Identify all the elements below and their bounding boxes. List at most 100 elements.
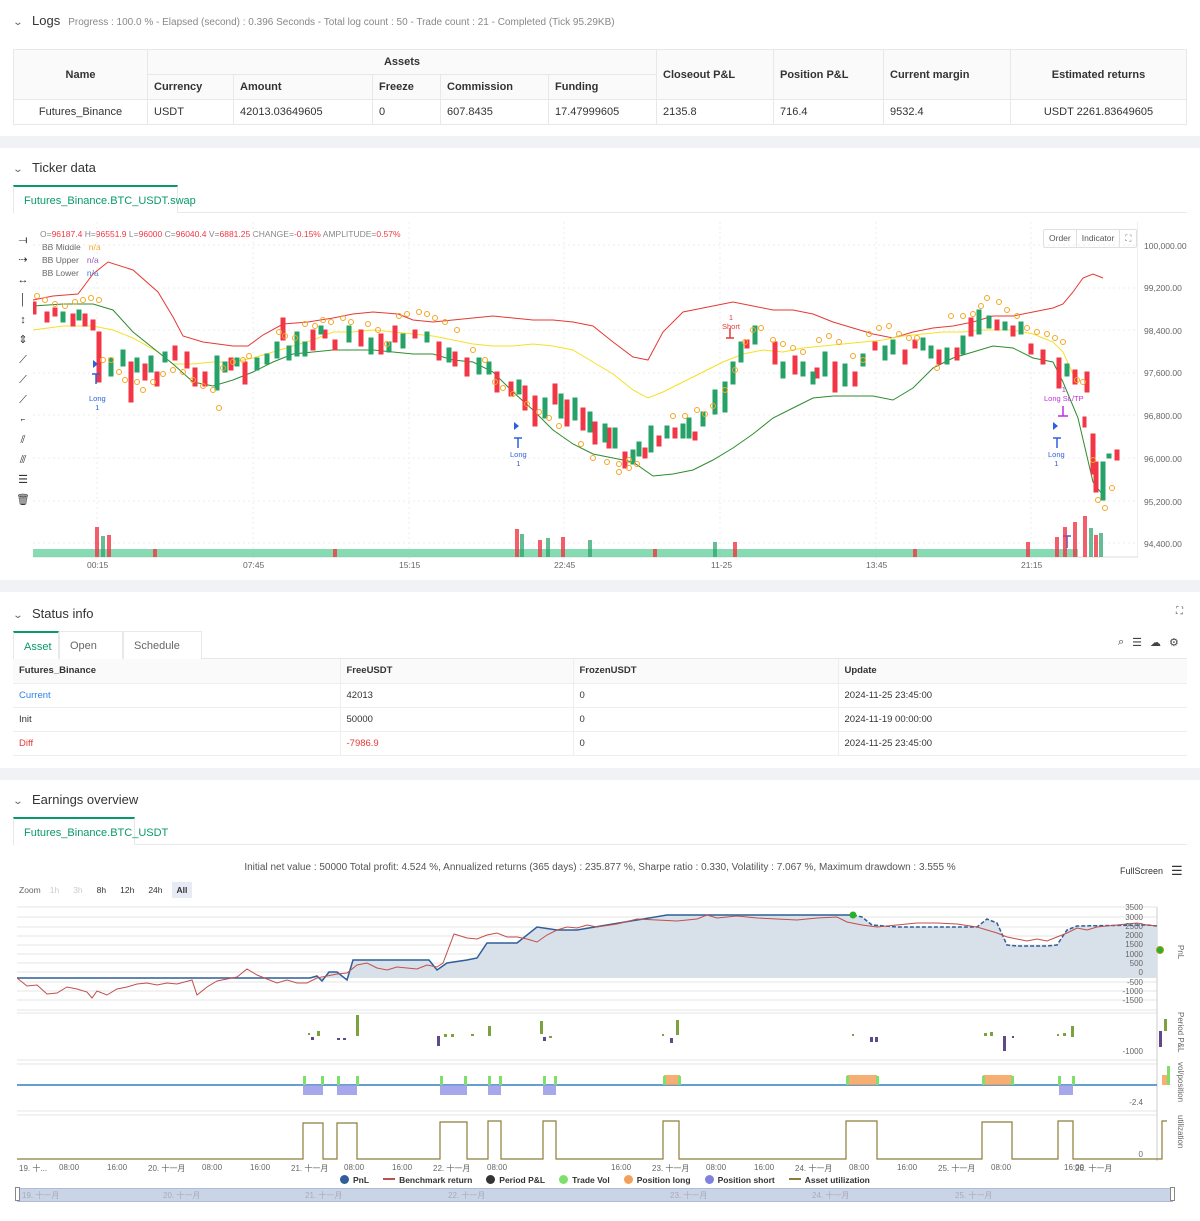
navigator-right-handle[interactable] — [1170, 1187, 1175, 1201]
col-assets: Assets — [147, 49, 657, 75]
settings-icon[interactable]: ⚙ — [1169, 637, 1179, 649]
cell-closeout-pnl: 2135.8 — [656, 99, 774, 125]
legend-asset-utilization[interactable]: Asset utilization — [788, 1175, 870, 1185]
chevron-down-icon[interactable]: ⌄ — [12, 17, 24, 28]
trend-line-icon[interactable]: ⟋ — [19, 354, 27, 366]
navigator-left-handle[interactable] — [15, 1187, 20, 1201]
expand-icon[interactable]: ⛶ — [1176, 606, 1183, 617]
zoom-24h[interactable]: 24h — [148, 885, 163, 895]
legend-position-short[interactable]: Position short — [704, 1175, 775, 1185]
ray-line-icon[interactable]: ⟋ — [19, 374, 27, 386]
earnings-header[interactable]: ⌄ Earnings overview — [12, 792, 139, 807]
horizontal-line-icon[interactable]: ⟞ — [18, 234, 28, 246]
horizontal-ray-icon[interactable]: ⇢ — [18, 254, 28, 266]
pnl-tick: -1500 — [1122, 996, 1143, 1005]
x-tick: 08:00 — [706, 1163, 727, 1172]
status-table: Futures_Binance FreeUSDT FrozenUSDT Upda… — [13, 659, 1187, 756]
col-commission: Commission — [440, 74, 549, 100]
ticker-header[interactable]: ⌄ Ticker data — [12, 160, 96, 175]
navigator-label: 19. 十一月 — [22, 1191, 60, 1200]
row-label-current[interactable]: Current — [13, 683, 341, 708]
horizontal-segment-icon[interactable]: ↔ — [17, 274, 29, 286]
x-tick: 25. 十一月 — [938, 1164, 976, 1173]
cell-update: 2024-11-25 23:45:00 — [838, 683, 1187, 708]
chevron-down-icon[interactable]: ⌄ — [12, 610, 24, 621]
legend-bb-upper[interactable]: BB Upper n/a — [42, 255, 99, 265]
price-line-icon[interactable]: ⌐ — [20, 415, 26, 424]
x-tick: 13:45 — [866, 560, 888, 570]
tab-btc-usdt[interactable]: Futures_Binance.BTC_USDT — [13, 817, 168, 845]
search-icon[interactable]: ⌕ — [1118, 636, 1125, 648]
status-tabs: Asset Open orders Schedule orders — [13, 631, 1187, 680]
x-tick: 16:00 — [897, 1163, 918, 1172]
x-tick: 26. 十一月 — [1075, 1164, 1113, 1173]
channel-icon[interactable]: ⫻ — [19, 454, 27, 466]
fullscreen-control: FullScreen ☰ — [1120, 863, 1183, 879]
earnings-title: Earnings overview — [32, 792, 139, 807]
pnl-tick: 1000 — [1125, 950, 1143, 959]
expand-icon[interactable]: ⛶ — [1125, 233, 1132, 243]
legend-bb-middle[interactable]: BB Middle n/a — [42, 242, 101, 252]
chevron-down-icon[interactable]: ⌄ — [12, 164, 24, 175]
logs-title: Logs — [32, 13, 61, 28]
zoom-all[interactable]: All — [171, 882, 193, 898]
segment-line-icon[interactable]: ⟋ — [19, 394, 27, 406]
candlestick-chart[interactable] — [33, 222, 1138, 570]
zoom-3h[interactable]: 3h — [73, 885, 83, 895]
tab-asset[interactable]: Asset — [13, 631, 59, 659]
performance-stats: Initial net value : 50000 Total profit: … — [244, 862, 956, 873]
pnl-tick: 500 — [1129, 959, 1143, 968]
trash-icon[interactable]: 🗑 — [16, 494, 30, 506]
x-tick: 00:15 — [87, 560, 109, 570]
legend-position-long[interactable]: Position long — [623, 1175, 691, 1185]
position-bars — [303, 1066, 1170, 1095]
x-tick: 21. 十一月 — [291, 1164, 329, 1173]
earnings-chart[interactable] — [17, 903, 1173, 1163]
zoom-8h[interactable]: 8h — [96, 885, 107, 895]
col-estimated-returns: Estimated returns — [1010, 49, 1187, 100]
cell-position-pnl: 716.4 — [773, 99, 884, 125]
vertical-segment-icon[interactable]: ⇕ — [18, 334, 28, 346]
util-axis-title: utilization — [1176, 1115, 1185, 1149]
cell-freeze: 0 — [372, 99, 441, 125]
legend-bb-lower[interactable]: BB Lower n/a — [42, 268, 99, 278]
cell-free: -7986.9 — [340, 731, 574, 756]
navigator-label: 22. 十一月 — [448, 1191, 486, 1200]
tab-btc-usdt-swap[interactable]: Futures_Binance.BTC_USDT.swap — [13, 185, 196, 213]
cell-amount: 42013.03649605 — [233, 99, 373, 125]
legend-pnl[interactable]: PnL — [340, 1175, 369, 1185]
x-tick: 16:00 — [754, 1163, 775, 1172]
vertical-ray-icon[interactable]: ↕ — [20, 314, 26, 326]
fibonacci-icon[interactable]: ☰ — [18, 474, 28, 486]
zoom-12h[interactable]: 12h — [120, 885, 135, 895]
cell-frozen: 0 — [573, 707, 839, 732]
tab-schedule-orders[interactable]: Schedule orders — [123, 631, 202, 680]
cell-name: Futures_Binance — [13, 99, 148, 125]
hamburger-menu-icon[interactable]: ☰ — [1171, 863, 1183, 878]
x-tick: 08:00 — [59, 1163, 80, 1172]
zoom-1h[interactable]: 1h — [49, 885, 60, 895]
x-tick: 22:45 — [554, 560, 576, 570]
indicator-button[interactable]: Indicator — [1077, 230, 1121, 247]
legend-period-pnl[interactable]: Period P&L — [486, 1175, 545, 1185]
cell-update: 2024-11-25 23:45:00 — [838, 731, 1187, 756]
cloud-upload-icon[interactable]: ☁ — [1150, 637, 1162, 649]
menu-icon[interactable]: ☰ — [1132, 637, 1143, 649]
col-funding: Funding — [548, 74, 657, 100]
cell-current-margin: 9532.4 — [883, 99, 1011, 125]
chevron-down-icon[interactable]: ⌄ — [12, 796, 24, 807]
col-amount: Amount — [233, 74, 373, 100]
logs-header[interactable]: ⌄ Logs Progress : 100.0 % - Elapsed (sec… — [12, 13, 615, 28]
row-label-diff: Diff — [13, 731, 341, 756]
order-button[interactable]: Order — [1044, 230, 1077, 247]
col-position-pnl: Position P&L — [773, 49, 884, 100]
status-header[interactable]: ⌄ Status info — [12, 606, 94, 621]
fullscreen-button[interactable]: FullScreen — [1120, 866, 1164, 876]
legend-trade-vol[interactable]: Trade Vol — [559, 1175, 610, 1185]
parallel-lines-icon[interactable]: ⫽ — [20, 434, 26, 446]
vertical-line-icon[interactable]: │ — [19, 294, 27, 306]
period-axis-title: Period P&L — [1176, 1012, 1185, 1053]
util-tick: 0 — [1138, 1150, 1143, 1159]
tab-open-orders[interactable]: Open orders — [59, 631, 123, 680]
legend-benchmark[interactable]: Benchmark return — [383, 1175, 472, 1185]
